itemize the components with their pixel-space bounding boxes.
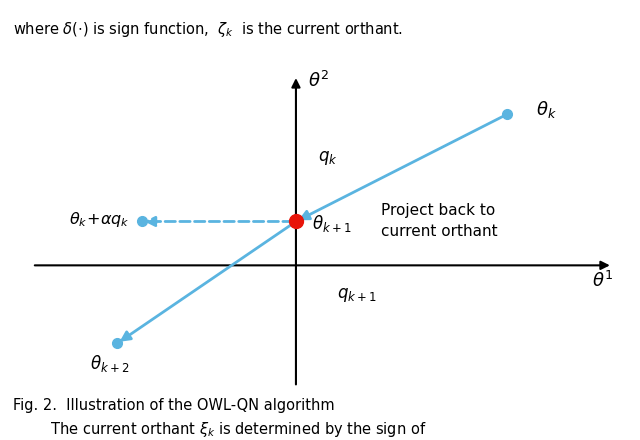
- Text: where $\delta(\cdot)$ is sign function,  $\zeta_k$  is the current orthant.: where $\delta(\cdot)$ is sign function, …: [13, 20, 403, 39]
- Text: $\theta^2$: $\theta^2$: [308, 71, 329, 92]
- Text: $\theta_{k+1}$: $\theta_{k+1}$: [312, 213, 352, 235]
- Text: $\theta^1$: $\theta^1$: [592, 271, 613, 291]
- Text: Fig. 2.  Illustration of the OWL-QN algorithm: Fig. 2. Illustration of the OWL-QN algor…: [13, 398, 335, 413]
- Text: $q_k$: $q_k$: [318, 149, 338, 167]
- Text: $\theta_k\!+\!\alpha q_k$: $\theta_k\!+\!\alpha q_k$: [68, 209, 129, 228]
- Text: $q_{k+1}$: $q_{k+1}$: [337, 286, 376, 304]
- Text: The current orthant $\xi_k$ is determined by the sign of: The current orthant $\xi_k$ is determine…: [32, 420, 427, 439]
- Text: $\theta_{k+2}$: $\theta_{k+2}$: [90, 353, 129, 374]
- Text: $\theta_k$: $\theta_k$: [536, 99, 556, 120]
- Text: Project back to
current orthant: Project back to current orthant: [381, 203, 498, 239]
